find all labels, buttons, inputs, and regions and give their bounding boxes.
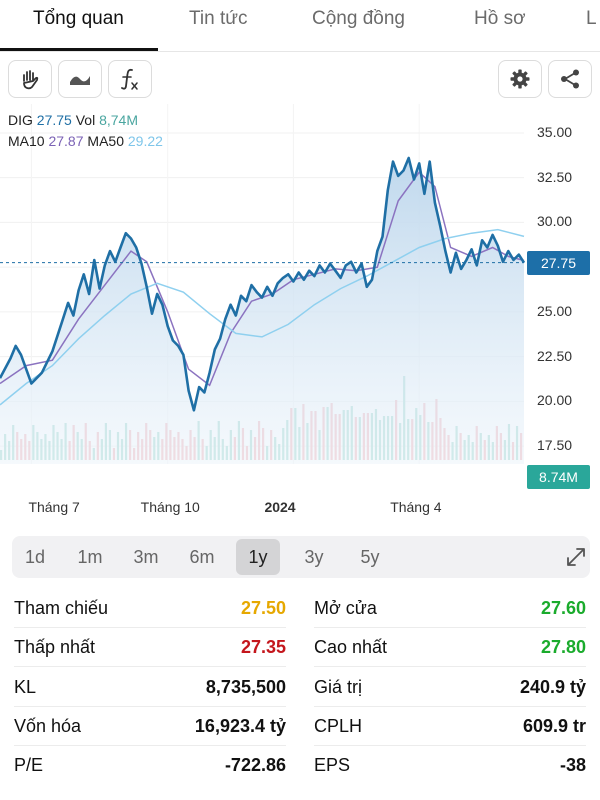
stat-value: -722.86 [224,755,286,775]
stat-value: 240.9 tỷ [519,677,586,697]
stat-label: Thấp nhất [14,637,96,657]
gear-icon [510,69,530,89]
stat-value: 609.9 tr [522,716,586,736]
stat-value: 27.60 [540,598,586,618]
range-5y[interactable]: 5y [360,547,380,567]
hand-icon [23,70,39,90]
stat-value: 16,923.4 tỷ [194,716,286,736]
x-tick-label: Tháng 10 [140,499,200,515]
divider [314,666,586,667]
range-selector: 1d 1m 3m 6m 1y 3y 5y [12,536,590,578]
y-tick-label: 25.00 [537,302,573,319]
stat-value: 27.50 [240,598,286,618]
stat-row: P/E -722.86 EPS -38 [0,746,600,785]
tab-overview[interactable]: Tổng quan [33,8,124,29]
last-price-tag: 27.75 [527,250,590,275]
range-3m[interactable]: 3m [133,547,159,567]
legend-line-2: MA10 27.87 MA50 29.22 [8,133,163,149]
divider [14,666,286,667]
legend-line-1: DIG 27.75 Vol 8,74M [8,112,138,128]
tab-profile[interactable]: Hồ sơ [474,8,526,29]
last-volume-tag: 8.74M [527,465,590,489]
stat-label: P/E [14,755,44,775]
expand-icon[interactable] [564,545,588,569]
stat-label: EPS [314,755,351,775]
stat-row: Tham chiếu 27.50 Mở cửa 27.60 [0,589,600,628]
stat-value: 27.80 [540,637,586,657]
x-tick-label: Tháng 7 [28,499,80,515]
price-area [0,158,524,464]
legend-symbol: DIG [8,112,33,128]
stat-label: KL [14,677,37,697]
stat-label: CPLH [314,716,363,736]
tab-news[interactable]: Tin tức [189,8,248,29]
tab-bar: Tổng quan Tin tức Cộng đồng Hồ sơ L [0,0,600,52]
share-button[interactable] [548,60,592,98]
indicator-button[interactable] [108,60,152,98]
stat-row: KL 8,735,500 Giá trị 240.9 tỷ [0,668,600,707]
price-chart[interactable] [0,104,600,524]
wave-icon [70,76,90,85]
y-tick-label: 35.00 [537,123,573,140]
stat-label: Giá trị [314,677,363,697]
divider [14,627,286,628]
stat-value: 27.35 [240,637,286,657]
y-tick-label: 17.50 [537,437,573,454]
range-1d[interactable]: 1d [24,547,46,567]
y-tick-label: 22.50 [537,347,573,364]
divider [14,745,286,746]
legend-vol-label: Vol [75,112,96,128]
legend-ma10-label: MA10 [8,133,45,149]
stat-label: Cao nhất [314,637,388,657]
divider [314,627,586,628]
chart-style-button[interactable] [58,60,102,98]
y-tick-label: 32.50 [537,168,573,185]
range-1y[interactable]: 1y [236,539,280,575]
settings-button[interactable] [498,60,542,98]
range-3y[interactable]: 3y [304,547,324,567]
stat-value: -38 [559,755,586,775]
price-line [0,156,526,412]
divider [14,706,286,707]
y-tick-label: 30.00 [537,213,573,230]
stat-row: Vốn hóa 16,923.4 tỷ CPLH 609.9 tr [0,707,600,746]
tab-community[interactable]: Cộng đồng [312,8,405,29]
range-6m[interactable]: 6m [189,547,215,567]
function-icon [121,68,138,90]
ma50-line [0,228,525,406]
legend-ma10-value: 27.87 [48,133,84,149]
stat-row: Thấp nhất 27.35 Cao nhất 27.80 [0,628,600,667]
range-1m[interactable]: 1m [77,547,103,567]
stat-label: Mở cửa [314,598,377,618]
tab-more[interactable]: L [586,8,597,29]
drawing-tool-button[interactable] [8,60,52,98]
x-tick-label: Tháng 4 [390,499,442,515]
share-icon [561,69,579,89]
divider [314,706,586,707]
divider [314,745,586,746]
stat-label: Tham chiếu [14,598,109,618]
active-tab-indicator [0,48,158,51]
y-tick-label: 20.00 [537,392,573,409]
x-tick-label: 2024 [264,499,296,515]
legend-ma50-value: 29.22 [127,133,163,149]
legend-price: 27.75 [36,112,72,128]
legend-ma50-label: MA50 [87,133,124,149]
stat-label: Vốn hóa [14,716,82,736]
stat-value: 8,735,500 [205,677,286,697]
legend-vol-value: 8,74M [99,112,138,128]
